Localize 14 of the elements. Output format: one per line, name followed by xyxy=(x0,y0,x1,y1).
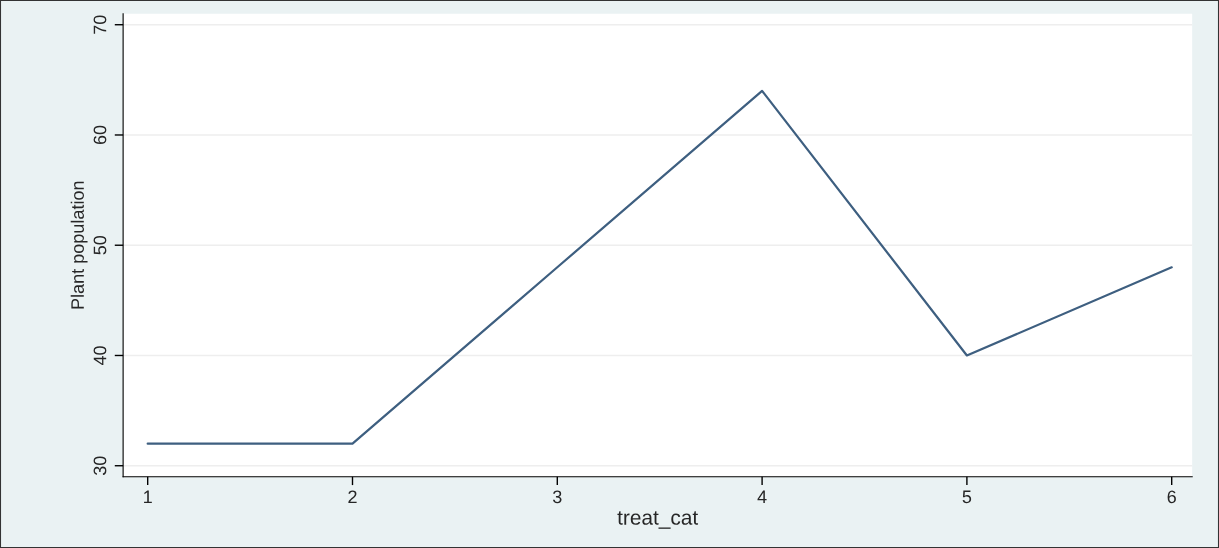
y-tick-label: 40 xyxy=(93,346,107,366)
x-tick-label: 3 xyxy=(552,490,562,504)
y-tick-label: 30 xyxy=(93,456,107,476)
x-tick-label: 5 xyxy=(962,490,972,504)
x-tick-label: 1 xyxy=(144,490,152,504)
y-tick-label: 70 xyxy=(93,15,107,34)
x-tick-label: 4 xyxy=(757,490,767,504)
x-tick-label: 2 xyxy=(348,490,357,504)
x-axis-title: treat_cat xyxy=(617,511,699,529)
y-tick-label: 60 xyxy=(93,125,107,145)
line-series xyxy=(146,89,1173,445)
y-tick-label: 50 xyxy=(93,235,107,255)
y-axis-title: Plant population xyxy=(70,181,88,309)
x-tick-label: 6 xyxy=(1167,490,1176,504)
